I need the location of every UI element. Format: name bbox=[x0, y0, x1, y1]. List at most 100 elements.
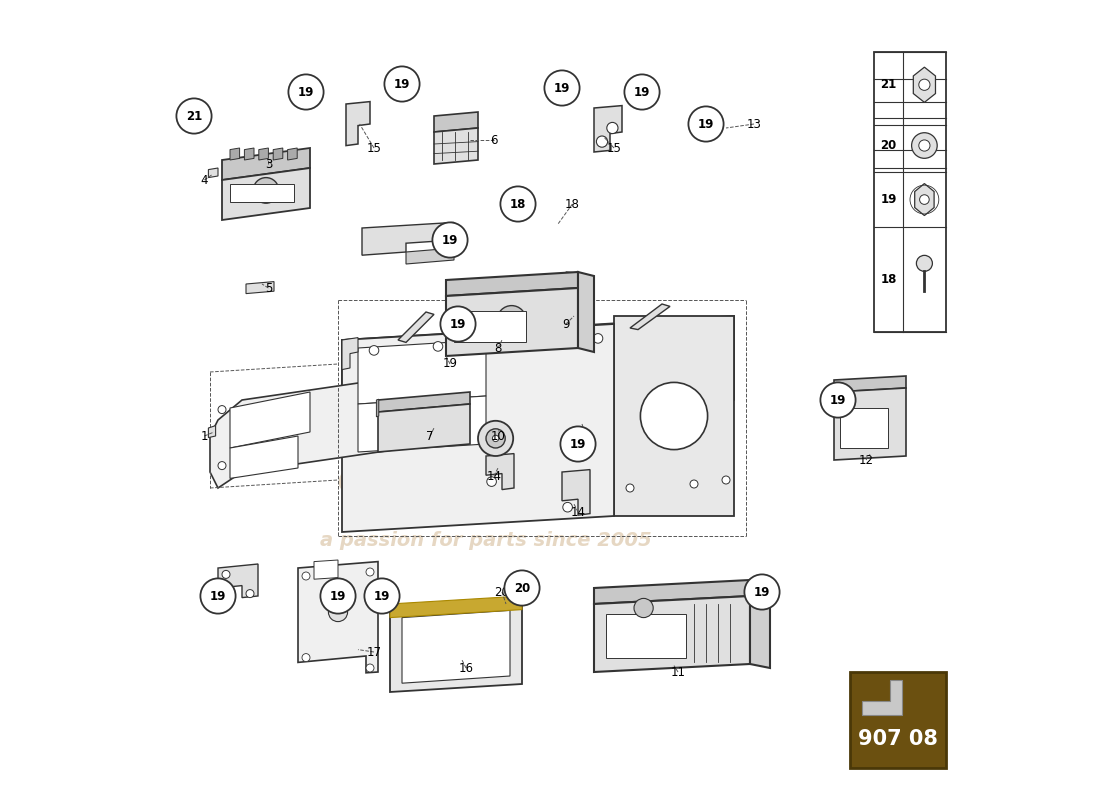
Circle shape bbox=[486, 429, 505, 448]
Text: 19: 19 bbox=[442, 234, 459, 246]
Polygon shape bbox=[230, 436, 298, 478]
Text: 12: 12 bbox=[858, 454, 873, 466]
Text: 19: 19 bbox=[374, 590, 390, 602]
Polygon shape bbox=[594, 580, 750, 604]
Polygon shape bbox=[434, 112, 478, 132]
Text: 19: 19 bbox=[442, 358, 458, 370]
Circle shape bbox=[497, 306, 526, 334]
Text: a passion for parts since 2005: a passion for parts since 2005 bbox=[320, 530, 652, 550]
Text: 18: 18 bbox=[509, 198, 526, 210]
Text: 2: 2 bbox=[582, 430, 590, 442]
Polygon shape bbox=[486, 454, 514, 490]
Bar bbox=[839, 408, 888, 448]
Bar bbox=[874, 52, 946, 332]
Polygon shape bbox=[358, 396, 486, 452]
Circle shape bbox=[607, 122, 618, 134]
Circle shape bbox=[253, 178, 278, 203]
Polygon shape bbox=[390, 604, 522, 692]
Text: 19: 19 bbox=[570, 438, 586, 450]
Polygon shape bbox=[614, 316, 734, 516]
Text: 19: 19 bbox=[754, 586, 770, 598]
Text: 20: 20 bbox=[495, 586, 509, 598]
Circle shape bbox=[918, 140, 930, 151]
Polygon shape bbox=[362, 222, 454, 255]
Polygon shape bbox=[287, 148, 297, 160]
Text: 5: 5 bbox=[265, 282, 272, 294]
Text: 19: 19 bbox=[829, 394, 846, 406]
Polygon shape bbox=[218, 564, 258, 598]
Text: 21: 21 bbox=[880, 78, 896, 91]
Circle shape bbox=[689, 106, 724, 142]
Polygon shape bbox=[358, 340, 486, 404]
Polygon shape bbox=[518, 308, 558, 338]
Circle shape bbox=[478, 421, 514, 456]
Text: 21: 21 bbox=[186, 110, 202, 122]
Text: 8: 8 bbox=[494, 342, 502, 354]
Circle shape bbox=[384, 66, 419, 102]
Circle shape bbox=[222, 570, 230, 578]
Text: 19: 19 bbox=[697, 118, 714, 130]
Polygon shape bbox=[594, 106, 621, 152]
Polygon shape bbox=[446, 288, 578, 356]
Polygon shape bbox=[314, 560, 338, 579]
Text: 19: 19 bbox=[394, 78, 410, 90]
Circle shape bbox=[690, 480, 698, 488]
Circle shape bbox=[560, 426, 595, 462]
Circle shape bbox=[320, 578, 355, 614]
Text: 7: 7 bbox=[427, 430, 433, 442]
Text: 17: 17 bbox=[366, 646, 382, 658]
Polygon shape bbox=[398, 312, 434, 342]
Polygon shape bbox=[258, 148, 268, 160]
Polygon shape bbox=[834, 376, 906, 392]
Circle shape bbox=[302, 572, 310, 580]
Circle shape bbox=[433, 342, 443, 351]
Circle shape bbox=[544, 70, 580, 106]
Polygon shape bbox=[915, 183, 934, 215]
Text: 19: 19 bbox=[298, 86, 315, 98]
Circle shape bbox=[366, 664, 374, 672]
Circle shape bbox=[218, 462, 226, 470]
Polygon shape bbox=[566, 272, 594, 348]
Text: 4: 4 bbox=[200, 174, 208, 186]
Bar bbox=[454, 311, 526, 342]
Circle shape bbox=[640, 382, 707, 450]
Circle shape bbox=[920, 194, 929, 204]
Text: 19: 19 bbox=[210, 590, 227, 602]
Text: 1: 1 bbox=[200, 430, 208, 442]
Text: 19: 19 bbox=[330, 590, 346, 602]
Text: 19: 19 bbox=[553, 82, 570, 94]
Circle shape bbox=[745, 574, 780, 610]
Polygon shape bbox=[246, 282, 274, 294]
Circle shape bbox=[596, 136, 607, 147]
Polygon shape bbox=[826, 390, 836, 410]
Polygon shape bbox=[230, 392, 310, 448]
Polygon shape bbox=[378, 392, 470, 412]
Polygon shape bbox=[862, 680, 902, 715]
Polygon shape bbox=[222, 168, 310, 220]
Circle shape bbox=[563, 502, 572, 512]
Polygon shape bbox=[406, 248, 454, 264]
Polygon shape bbox=[390, 596, 522, 618]
Polygon shape bbox=[208, 426, 216, 438]
Circle shape bbox=[500, 186, 536, 222]
Polygon shape bbox=[594, 596, 750, 672]
Text: 6: 6 bbox=[491, 134, 497, 146]
Circle shape bbox=[625, 74, 660, 110]
Polygon shape bbox=[913, 67, 935, 102]
Polygon shape bbox=[342, 316, 734, 424]
Polygon shape bbox=[342, 324, 614, 532]
Polygon shape bbox=[402, 610, 510, 683]
Circle shape bbox=[493, 435, 498, 442]
Polygon shape bbox=[376, 399, 378, 417]
Circle shape bbox=[218, 406, 226, 414]
Polygon shape bbox=[750, 580, 770, 668]
Circle shape bbox=[200, 578, 235, 614]
Text: 15: 15 bbox=[366, 142, 382, 154]
Circle shape bbox=[626, 484, 634, 492]
Text: eurospares: eurospares bbox=[337, 458, 636, 502]
Bar bbox=[230, 184, 294, 202]
Bar bbox=[850, 672, 946, 768]
Text: 18: 18 bbox=[565, 198, 580, 210]
Polygon shape bbox=[346, 102, 370, 146]
Polygon shape bbox=[208, 168, 218, 178]
